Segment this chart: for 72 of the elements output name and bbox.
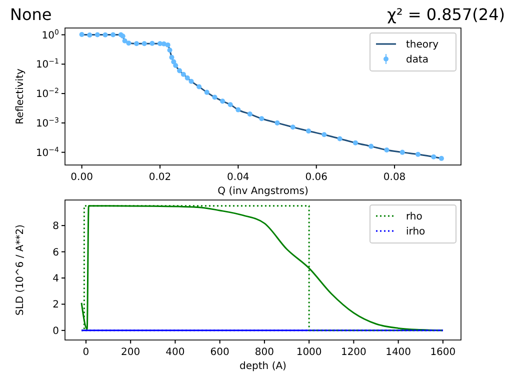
y-axis-title: SLD (10^6 / A**2) [15,224,26,316]
x-tick-label: 400 [166,347,185,358]
point [290,124,296,130]
point [110,32,116,38]
y-tick-label: 4 [52,273,59,284]
point [169,54,174,60]
x-tick-label: 0.02 [148,172,172,183]
point [173,62,178,68]
point [184,75,190,80]
point [384,147,390,153]
point [188,78,194,84]
legend-label: rho [406,212,422,222]
point [204,90,210,95]
point [180,72,186,77]
point [134,41,140,46]
point [438,156,444,161]
point [94,32,100,38]
x-tick-label: 0 [82,347,90,358]
point [431,154,436,160]
point [165,42,170,48]
point [228,102,233,108]
point [212,94,218,100]
point [322,132,327,138]
x-tick-label: 600 [210,347,230,358]
x-tick-label: 800 [254,347,274,358]
point [87,32,92,38]
point [220,98,226,104]
y-axis-title: Reflectivity [15,68,26,124]
y-tick-label: 10$^{−1}$ [36,58,59,71]
point [368,144,374,149]
y-tick-label: 10$^{−4}$ [36,146,60,159]
point [79,32,84,38]
point [352,140,358,146]
x-tick-label: 0.08 [383,172,406,183]
x-tick-label: 0.06 [305,172,328,183]
y-tick-label: 8 [52,221,59,232]
point [122,38,128,44]
legend-label: theory [406,40,439,50]
text: χ² = 0.857(24) [387,5,505,24]
x-tick-label: 0.04 [227,172,250,183]
legend-label: irho [406,226,426,238]
y-tick-label: 10$^{−3}$ [36,116,59,130]
x-axis-title: depth (A) [240,361,287,372]
x-tick-label: 1000 [296,347,322,358]
x-tick-label: 1600 [430,347,456,358]
y-tick-label: 2 [52,300,59,311]
x-axis-title: Q (inv Angstroms) [218,186,308,197]
point [167,48,172,53]
y-tick-label: 0 [52,326,59,337]
point [236,107,241,112]
point [400,150,405,155]
point [196,84,202,90]
point [177,68,182,74]
point [415,152,421,157]
point [150,40,155,46]
point [247,112,252,117]
x-tick-label: 1200 [340,347,366,358]
point [126,40,132,46]
x-tick-label: 200 [121,347,140,358]
point [306,128,312,134]
point [274,120,280,126]
legend-label: data [406,54,429,66]
chart-title: None [10,5,52,24]
point [102,32,108,38]
x-tick-label: 0.00 [70,172,93,183]
point [142,41,147,46]
point [259,116,264,122]
y-tick-label: 6 [52,247,59,258]
x-tick-label: 1400 [386,347,412,358]
y-tick-label: 10$^{−2}$ [36,87,59,100]
point [337,136,342,142]
y-tick-label: 10$^{0}$ [42,28,59,42]
